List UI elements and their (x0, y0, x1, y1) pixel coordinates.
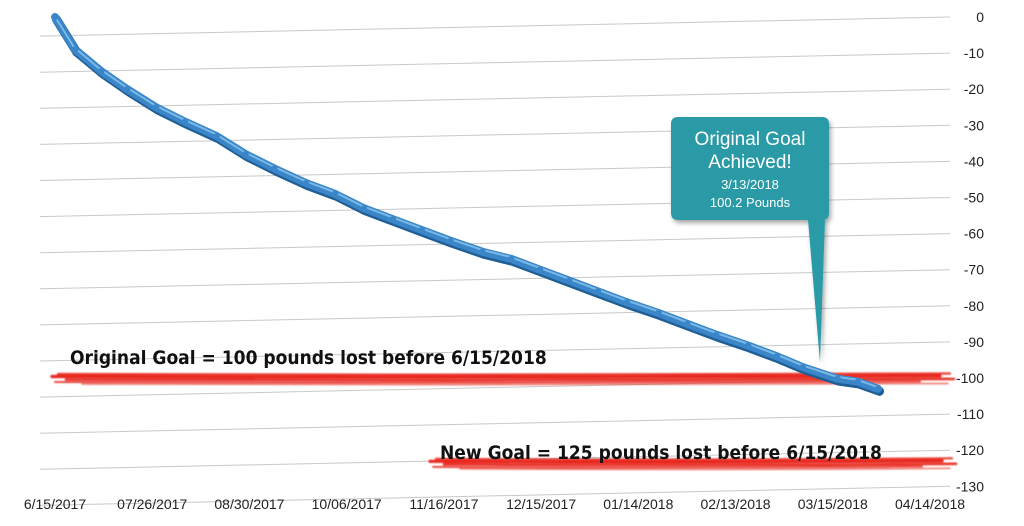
y-tick-label: -50 (964, 190, 984, 206)
y-tick-label: -90 (964, 334, 984, 350)
grid-line (39, 413, 951, 434)
goal-brush-stroke (442, 462, 958, 467)
data-point (744, 342, 752, 349)
grid-line (39, 16, 951, 37)
data-point (389, 216, 397, 223)
grid-line (39, 341, 951, 362)
grid-line (39, 88, 951, 109)
data-point (773, 353, 781, 360)
callout-date: 3/13/2018 (721, 177, 779, 192)
data-point (418, 226, 425, 234)
y-tick-label: -100 (956, 370, 984, 386)
weight-series (51, 13, 884, 396)
y-axis-ticks: 0 -10 -20 -30 -40 -50 -60 -70 -80 -90 -100 -110 -120… (956, 9, 984, 494)
x-tick-label: 01/14/2018 (603, 496, 673, 512)
data-point (594, 288, 602, 295)
data-point (508, 255, 515, 263)
x-tick-label: 07/26/2017 (117, 496, 187, 512)
x-tick-label: 03/15/2018 (798, 496, 868, 512)
data-point (713, 331, 720, 338)
x-tick-label: 11/16/2017 (409, 496, 478, 512)
grid-line (39, 485, 951, 506)
data-point (331, 190, 339, 198)
grid-line (39, 52, 951, 73)
data-point (854, 378, 861, 385)
x-tick-label: 6/15/2017 (24, 496, 86, 512)
goal-brush-stroke (50, 374, 942, 379)
data-point (874, 385, 882, 392)
y-tick-label: -70 (964, 262, 984, 278)
goal-brush-stroke (54, 380, 921, 384)
series-line (51, 13, 882, 393)
data-point (536, 266, 544, 273)
y-tick-label: 0 (976, 9, 984, 25)
goal-brush-stroke (459, 467, 951, 471)
callout-text: Original Goal Achieved! 3/13/2018 100.2 … (695, 129, 806, 210)
new-goal-label: New Goal = 125 pounds lost before 6/15/2… (440, 442, 882, 464)
x-tick-label: 04/14/2018 (895, 496, 965, 512)
y-tick-label: -40 (964, 153, 984, 169)
data-point (242, 151, 249, 158)
data-point (655, 309, 662, 317)
data-point (360, 205, 368, 212)
data-point (565, 277, 573, 284)
data-point (799, 364, 807, 371)
series-highlight (53, 14, 878, 388)
data-point (51, 13, 59, 21)
data-point (98, 68, 105, 75)
data-point (303, 179, 310, 187)
data-point (124, 86, 131, 93)
data-point (684, 320, 691, 328)
y-tick-label: -110 (957, 406, 984, 422)
x-axis-ticks: 6/15/2017 07/26/2017 08/30/2017 10/06/2017 1… (24, 496, 965, 512)
goal-brush-stroke (81, 382, 949, 386)
goal-achieved-callout (671, 117, 829, 362)
callout-title-line-1: Original Goal (695, 129, 806, 150)
y-tick-label: -80 (964, 298, 984, 314)
data-point (271, 165, 278, 172)
goal-brush-stroke (428, 459, 944, 464)
y-tick-label: -10 (964, 45, 984, 61)
callout-title-line-2: Achieved! (708, 152, 791, 173)
data-point (213, 132, 220, 140)
x-tick-label: 02/13/2018 (701, 496, 771, 512)
data-point (72, 46, 79, 53)
data-point (152, 104, 160, 111)
data-point (447, 237, 454, 244)
x-tick-label: 08/30/2017 (214, 496, 284, 512)
x-tick-label: 10/06/2017 (312, 496, 382, 512)
x-tick-label: 12/15/2017 (506, 496, 576, 512)
new-goal-line (428, 457, 958, 471)
y-tick-label: -130 (956, 478, 984, 494)
data-point (181, 118, 189, 125)
callout-bubble (671, 117, 829, 362)
grid-line (39, 269, 951, 290)
data-point (834, 375, 841, 382)
data-point (623, 299, 630, 306)
y-tick-label: -120 (956, 442, 984, 458)
goal-brush-stroke (434, 457, 954, 461)
original-goal-label: Original Goal = 100 pounds lost before 6… (70, 347, 547, 369)
grid-line (39, 233, 951, 254)
grid-line (39, 305, 951, 326)
goal-brush-stroke (432, 465, 923, 469)
callout-value: 100.2 Pounds (710, 195, 791, 210)
data-point (479, 248, 486, 255)
y-tick-label: -20 (964, 81, 984, 97)
new-goal-marker: New Goal = 125 pounds lost before 6/15/2… (428, 442, 958, 471)
y-tick-label: -60 (964, 226, 984, 242)
y-tick-label: -30 (964, 117, 984, 133)
